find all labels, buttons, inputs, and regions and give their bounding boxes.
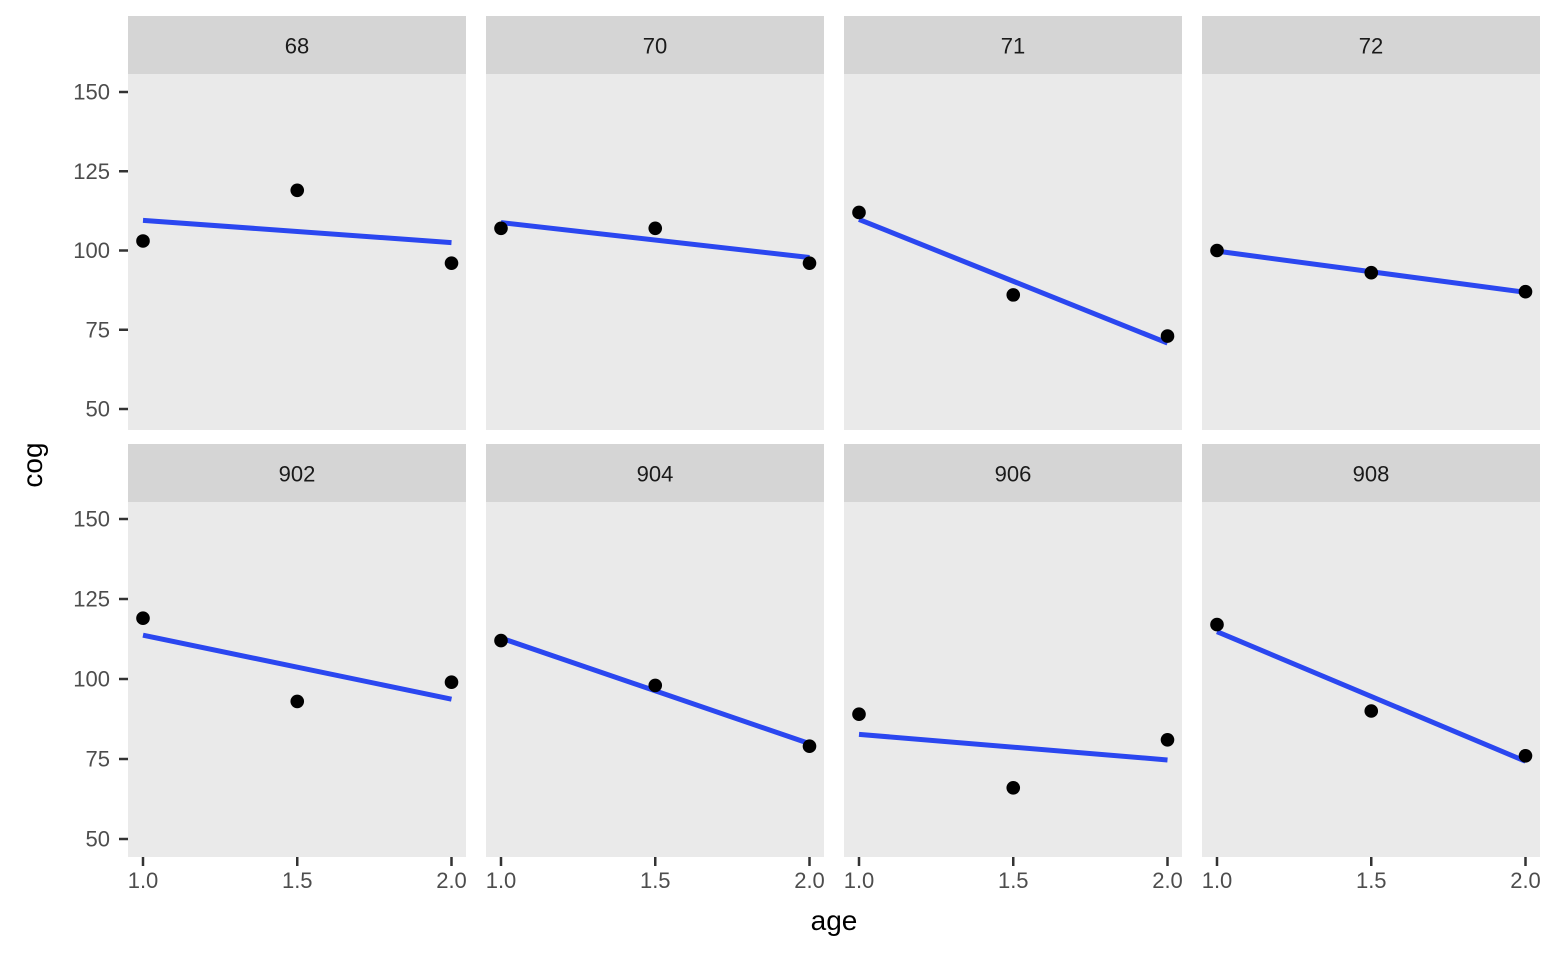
regression-line — [858, 217, 1169, 346]
x-tick-label: 1.5 — [1356, 868, 1387, 893]
data-point — [852, 205, 866, 220]
data-point — [494, 221, 508, 236]
data-point — [1364, 704, 1379, 718]
facet-strip — [1202, 16, 1540, 74]
y-tick-label: 75 — [86, 317, 110, 342]
y-tick-label: 100 — [73, 667, 110, 692]
x-tick-label: 2.0 — [436, 868, 467, 893]
x-tick-label: 1.0 — [844, 868, 875, 893]
regression-line — [500, 220, 810, 260]
facet-strip — [844, 444, 1182, 502]
y-axis-title: cog — [17, 442, 48, 488]
data-point — [1518, 749, 1533, 763]
x-tick-label: 1.0 — [486, 868, 517, 893]
facet-strip — [486, 444, 824, 502]
data-point — [136, 611, 150, 625]
facet-label: 902 — [279, 462, 316, 487]
data-point — [802, 739, 817, 753]
facet-strip — [128, 444, 466, 502]
y-tick-label: 125 — [73, 587, 110, 612]
data-point — [444, 256, 459, 270]
data-point — [1006, 288, 1021, 302]
data-point — [136, 234, 150, 248]
data-point — [290, 183, 305, 198]
data-point — [852, 707, 866, 721]
y-tick-label: 50 — [86, 397, 110, 422]
y-tick-label: 75 — [86, 747, 110, 772]
panel-background — [1202, 502, 1540, 857]
y-tick-label: 100 — [73, 238, 110, 263]
x-tick-label: 1.0 — [128, 868, 159, 893]
data-point — [1006, 781, 1021, 795]
x-tick-label: 2.0 — [1152, 868, 1183, 893]
x-tick-label: 1.5 — [282, 868, 313, 893]
panel-background — [1202, 74, 1540, 430]
data-point — [1160, 733, 1175, 747]
y-tick-label: 150 — [73, 507, 110, 532]
regression-line — [142, 217, 452, 246]
facet-strip — [1202, 444, 1540, 502]
facet-label: 906 — [995, 462, 1032, 487]
y-tick-label: 50 — [86, 827, 110, 852]
regression-line — [858, 731, 1168, 763]
y-tick-label: 150 — [73, 80, 110, 105]
facet-label: 72 — [1359, 34, 1383, 59]
regression-line — [142, 632, 453, 702]
facet-label: 904 — [637, 462, 674, 487]
facet-label: 908 — [1353, 462, 1390, 487]
x-tick-label: 1.0 — [1202, 868, 1233, 893]
y-tick-label: 125 — [73, 159, 110, 184]
panel-background — [128, 502, 466, 857]
x-axis-title: age — [810, 905, 858, 936]
data-point — [1364, 265, 1379, 280]
facet-label: 71 — [1001, 34, 1025, 59]
panel-background — [844, 74, 1182, 430]
data-point — [648, 678, 663, 693]
facet-strip — [486, 16, 824, 74]
data-point — [802, 256, 817, 270]
facet-label: 68 — [285, 34, 309, 59]
data-point — [1518, 284, 1533, 299]
regression-line — [1216, 629, 1527, 764]
data-point — [1160, 329, 1175, 343]
facet-strip — [844, 16, 1182, 74]
panel-background — [844, 502, 1182, 857]
data-point — [648, 221, 663, 236]
panel-background — [128, 74, 466, 430]
x-tick-label: 2.0 — [1510, 868, 1541, 893]
x-tick-label: 1.5 — [998, 868, 1029, 893]
facet-label: 70 — [643, 34, 667, 59]
data-point — [290, 694, 305, 709]
data-point — [494, 633, 508, 648]
facet-strip — [128, 16, 466, 74]
x-tick-label: 2.0 — [794, 868, 825, 893]
data-point — [444, 675, 459, 689]
data-point — [1210, 243, 1224, 258]
x-tick-label: 1.5 — [640, 868, 671, 893]
data-point — [1210, 617, 1224, 632]
